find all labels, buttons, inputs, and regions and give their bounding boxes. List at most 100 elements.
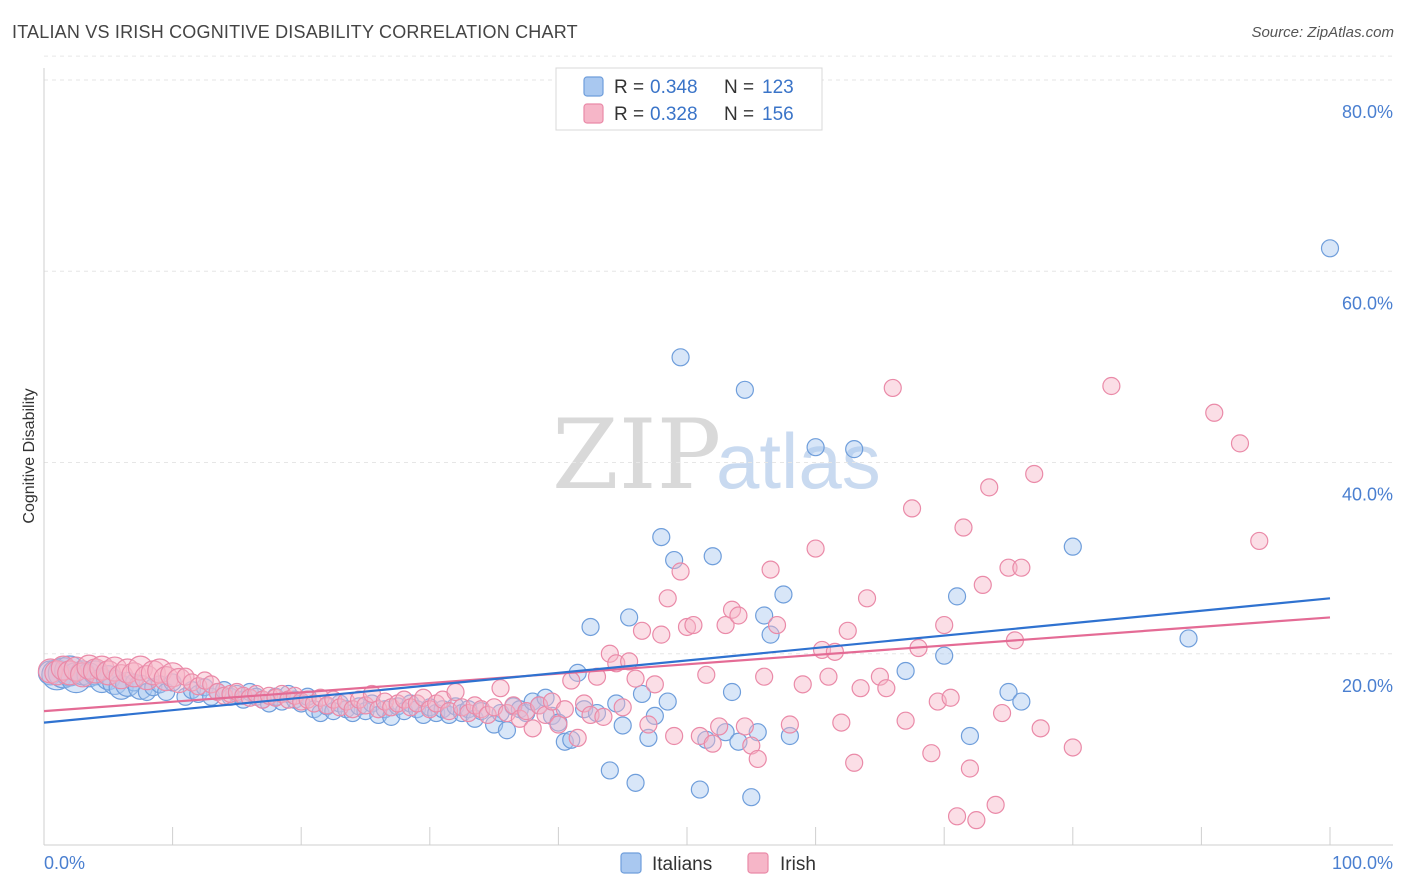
irish-point <box>1025 464 1044 484</box>
italians-point <box>1063 537 1082 556</box>
irish-point <box>870 667 890 686</box>
irish-point <box>838 621 857 640</box>
irish-point <box>76 654 102 680</box>
legend-r-value-irish: 0.328 <box>650 104 698 125</box>
italians-point <box>658 692 677 711</box>
axes <box>43 68 1393 846</box>
y-tick-labels: 20.0% 40.0% 60.0% 80.0% <box>1342 102 1393 696</box>
irish-point <box>632 621 652 640</box>
irish-point <box>922 744 941 763</box>
irish-point <box>684 615 703 635</box>
irish-point <box>626 669 645 688</box>
italians-point <box>1320 239 1340 258</box>
irish-point <box>523 719 542 738</box>
irish-point <box>658 589 677 608</box>
irish-point <box>793 675 812 694</box>
chart-title: ITALIAN VS IRISH COGNITIVE DISABILITY CO… <box>12 22 578 42</box>
italians-point <box>632 684 652 704</box>
irish-point <box>986 795 1005 814</box>
irish-point <box>57 660 83 686</box>
irish-point <box>755 667 774 686</box>
italians-point <box>845 440 864 459</box>
bottom-legend-swatch-irish <box>747 852 769 874</box>
irish-point <box>767 615 787 635</box>
legend-n-value-italians: 123 <box>762 77 794 98</box>
irish-point <box>729 606 748 625</box>
trend-lines <box>43 597 1331 724</box>
bottom-legend-label-italians: Italians <box>652 854 712 875</box>
irish-point <box>935 615 954 635</box>
italians-point <box>774 585 793 604</box>
watermark: ZIP atlas <box>552 399 881 511</box>
irish-point <box>549 715 568 734</box>
italians-point <box>581 617 600 637</box>
italians-point <box>639 728 658 748</box>
legend: R = 0.348 N = 123 R = 0.328 N = 156 <box>555 67 823 131</box>
irish-point <box>819 667 838 686</box>
irish-point <box>748 749 767 769</box>
irish-point <box>671 562 690 581</box>
irish-point <box>1063 738 1082 757</box>
irish-point <box>153 666 179 692</box>
watermark-atlas: atlas <box>716 417 881 505</box>
italians-point <box>626 773 645 792</box>
y-tick-label-40: 40.0% <box>1342 485 1393 505</box>
italians-point <box>722 682 742 702</box>
legend-n-label-italians: N = <box>724 77 754 98</box>
legend-n-label-irish: N = <box>724 104 754 125</box>
y-tick-label-20: 20.0% <box>1342 676 1393 696</box>
italians-point <box>935 646 954 665</box>
legend-swatch-italians <box>583 76 604 97</box>
irish-point <box>652 625 671 644</box>
irish-point <box>806 539 825 558</box>
italians-point <box>755 606 774 625</box>
irish-point <box>947 807 967 826</box>
irish-point <box>697 665 716 684</box>
irish-point <box>967 811 986 830</box>
irish-point <box>710 717 729 736</box>
irish-point <box>639 715 658 734</box>
irish-point <box>883 378 902 398</box>
irish-point <box>645 675 664 694</box>
italians-point <box>999 682 1018 702</box>
bottom-legend-label-irish: Irish <box>780 854 816 875</box>
italians-point <box>600 761 619 780</box>
irish-point <box>562 671 581 690</box>
irish-point <box>954 518 973 537</box>
irish-point <box>973 575 992 595</box>
italians-point <box>735 380 754 399</box>
legend-swatch-irish <box>583 103 604 124</box>
source-credit: Source: ZipAtlas.com <box>1251 24 1394 41</box>
italians-point <box>703 547 722 566</box>
italians-point <box>761 625 780 644</box>
italians-point <box>665 550 684 570</box>
irish-point <box>780 715 799 734</box>
bottom-legend: Italians Irish <box>620 852 816 875</box>
irish-point <box>594 707 613 726</box>
irish-point <box>992 703 1012 723</box>
bottom-legend-swatch-italians <box>620 852 642 874</box>
x-tick-label-100: 100.0% <box>1332 853 1393 873</box>
legend-n-value-irish: 156 <box>762 104 794 125</box>
irish-point <box>677 617 697 637</box>
y-axis-label: Cognitive Disability <box>21 388 38 523</box>
italians-point <box>613 716 632 735</box>
irish-point <box>491 679 510 698</box>
series-irish-points <box>37 376 1269 830</box>
italians-point <box>896 661 915 681</box>
irish-point <box>851 679 870 698</box>
irish-point <box>902 499 922 518</box>
irish-point <box>761 560 780 579</box>
irish-point <box>941 688 960 707</box>
irish-point <box>716 615 735 635</box>
irish-point <box>568 728 587 748</box>
italians-point <box>947 587 967 606</box>
italians-point <box>806 438 825 457</box>
legend-r-value-italians: 0.348 <box>650 77 698 98</box>
x-tick-label-0: 0.0% <box>44 853 85 873</box>
irish-point <box>114 658 141 684</box>
irish-point <box>600 644 619 663</box>
trend-line-irish <box>43 616 1331 713</box>
italians-point <box>652 527 671 547</box>
